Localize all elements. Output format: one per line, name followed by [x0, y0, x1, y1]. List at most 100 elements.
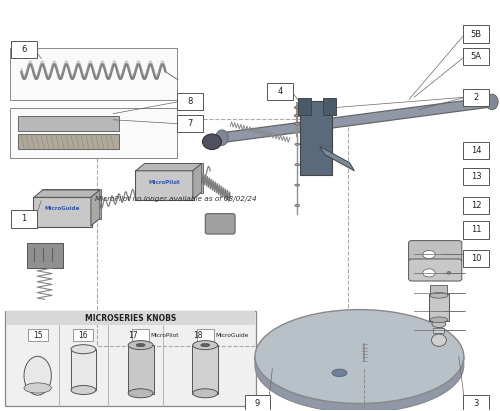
- Text: 7: 7: [188, 119, 193, 128]
- Ellipse shape: [136, 344, 145, 347]
- FancyBboxPatch shape: [298, 98, 311, 115]
- Text: 4: 4: [277, 87, 282, 96]
- Text: 15: 15: [33, 331, 42, 340]
- FancyBboxPatch shape: [74, 329, 94, 341]
- Text: MicroPilot no longer available as of 08/02/24: MicroPilot no longer available as of 08/…: [94, 196, 256, 203]
- FancyBboxPatch shape: [28, 329, 48, 341]
- FancyBboxPatch shape: [464, 142, 489, 159]
- Ellipse shape: [193, 389, 218, 398]
- Ellipse shape: [295, 164, 300, 166]
- FancyBboxPatch shape: [464, 25, 489, 43]
- FancyBboxPatch shape: [132, 329, 149, 341]
- Polygon shape: [136, 164, 202, 171]
- Text: 10: 10: [471, 254, 482, 263]
- FancyBboxPatch shape: [144, 163, 203, 193]
- Text: 5A: 5A: [470, 52, 482, 61]
- FancyBboxPatch shape: [70, 349, 97, 390]
- Ellipse shape: [24, 383, 52, 393]
- Text: MicroPilot: MicroPilot: [148, 180, 180, 185]
- FancyBboxPatch shape: [178, 93, 204, 110]
- Text: 2: 2: [474, 93, 479, 102]
- FancyBboxPatch shape: [192, 345, 218, 394]
- FancyBboxPatch shape: [178, 115, 204, 132]
- FancyBboxPatch shape: [10, 48, 177, 100]
- FancyBboxPatch shape: [206, 214, 235, 234]
- FancyBboxPatch shape: [323, 98, 336, 115]
- Ellipse shape: [128, 341, 153, 350]
- Text: 17: 17: [128, 331, 138, 340]
- FancyBboxPatch shape: [128, 345, 154, 394]
- FancyBboxPatch shape: [464, 197, 489, 214]
- FancyBboxPatch shape: [10, 109, 177, 158]
- FancyBboxPatch shape: [408, 240, 462, 263]
- Text: MICROSERIES KNOBS: MICROSERIES KNOBS: [85, 314, 176, 323]
- Ellipse shape: [430, 293, 448, 298]
- FancyBboxPatch shape: [464, 222, 489, 238]
- Ellipse shape: [423, 269, 435, 277]
- FancyBboxPatch shape: [464, 48, 489, 65]
- FancyBboxPatch shape: [18, 134, 119, 149]
- FancyBboxPatch shape: [267, 83, 293, 100]
- Ellipse shape: [295, 205, 300, 206]
- Ellipse shape: [295, 143, 300, 145]
- Ellipse shape: [24, 356, 52, 395]
- Text: 6: 6: [21, 45, 26, 54]
- Text: 14: 14: [471, 146, 482, 155]
- FancyBboxPatch shape: [464, 169, 489, 185]
- FancyBboxPatch shape: [464, 395, 489, 411]
- FancyBboxPatch shape: [244, 395, 270, 411]
- Polygon shape: [320, 146, 354, 171]
- Ellipse shape: [193, 341, 218, 350]
- Polygon shape: [255, 356, 464, 411]
- Polygon shape: [221, 97, 493, 143]
- FancyBboxPatch shape: [32, 196, 92, 227]
- FancyBboxPatch shape: [434, 328, 444, 333]
- FancyBboxPatch shape: [197, 329, 214, 341]
- FancyBboxPatch shape: [11, 41, 36, 58]
- Text: MicroGuide: MicroGuide: [215, 333, 248, 338]
- Ellipse shape: [294, 115, 300, 117]
- FancyBboxPatch shape: [18, 116, 119, 131]
- Ellipse shape: [423, 250, 435, 259]
- Ellipse shape: [432, 320, 446, 328]
- Text: 3: 3: [474, 399, 479, 408]
- Ellipse shape: [128, 389, 153, 398]
- Text: 5B: 5B: [470, 30, 482, 39]
- Polygon shape: [91, 190, 100, 226]
- Text: 1: 1: [21, 215, 26, 224]
- Ellipse shape: [201, 344, 209, 347]
- Ellipse shape: [294, 122, 300, 125]
- FancyBboxPatch shape: [464, 89, 489, 106]
- Text: 12: 12: [471, 201, 482, 210]
- Ellipse shape: [332, 369, 347, 376]
- Text: 9: 9: [255, 399, 260, 408]
- Ellipse shape: [430, 317, 448, 323]
- Text: MicroGuide: MicroGuide: [44, 206, 80, 211]
- Ellipse shape: [255, 309, 464, 404]
- FancyBboxPatch shape: [464, 250, 489, 267]
- FancyBboxPatch shape: [42, 189, 101, 219]
- Ellipse shape: [71, 345, 96, 354]
- Ellipse shape: [432, 334, 446, 346]
- Text: 11: 11: [471, 226, 482, 235]
- Text: 8: 8: [188, 97, 193, 106]
- Ellipse shape: [295, 184, 300, 186]
- Ellipse shape: [216, 130, 228, 145]
- Polygon shape: [34, 190, 100, 197]
- Text: 18: 18: [193, 331, 202, 340]
- FancyBboxPatch shape: [429, 295, 449, 321]
- FancyBboxPatch shape: [6, 311, 256, 325]
- Ellipse shape: [447, 271, 450, 274]
- Text: 13: 13: [471, 173, 482, 181]
- FancyBboxPatch shape: [11, 210, 36, 228]
- Polygon shape: [193, 164, 202, 199]
- FancyBboxPatch shape: [300, 102, 332, 175]
- FancyBboxPatch shape: [134, 170, 194, 200]
- FancyBboxPatch shape: [408, 259, 462, 281]
- Ellipse shape: [486, 94, 498, 110]
- Ellipse shape: [71, 386, 96, 395]
- Ellipse shape: [294, 106, 300, 109]
- FancyBboxPatch shape: [430, 285, 448, 298]
- FancyBboxPatch shape: [6, 311, 256, 406]
- Text: 16: 16: [78, 331, 88, 340]
